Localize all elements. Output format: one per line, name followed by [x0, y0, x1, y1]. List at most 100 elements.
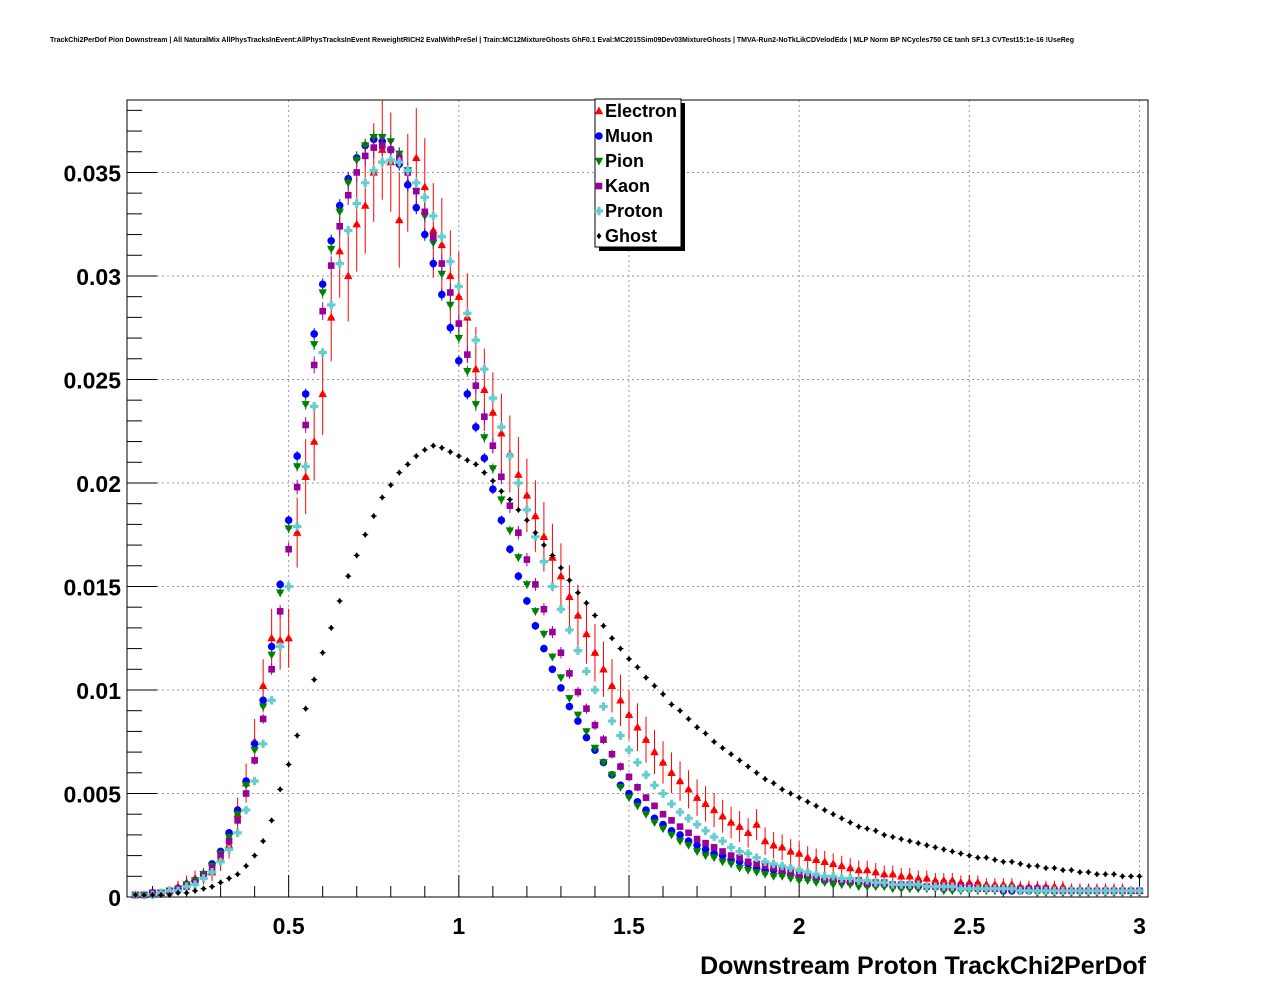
data-point: [932, 844, 938, 851]
data-point: [1060, 866, 1066, 874]
data-point: [727, 852, 735, 859]
legend-label: Ghost: [605, 226, 657, 246]
data-point: [522, 581, 532, 589]
data-point: [412, 178, 421, 188]
data-point: [446, 271, 455, 280]
data-point: [737, 757, 742, 764]
data-point: [1009, 858, 1015, 866]
data-point: [1118, 886, 1127, 895]
data-point: [565, 592, 574, 601]
data-point: [250, 746, 259, 755]
data-point: [667, 831, 676, 840]
data-point: [480, 454, 489, 462]
data-point: [506, 545, 514, 554]
data-point: [1000, 858, 1006, 866]
legend-marker: [595, 182, 603, 190]
data-point: [582, 629, 591, 638]
data-point: [371, 512, 377, 520]
data-point: [523, 597, 531, 605]
data-point: [327, 262, 335, 269]
data-point: [199, 874, 208, 883]
legend-entry-electron: Electron: [594, 101, 677, 121]
data-point: [216, 857, 225, 867]
data-point: [438, 260, 446, 267]
data-point: [624, 794, 634, 803]
data-point: [779, 786, 785, 793]
data-point: [828, 881, 838, 890]
data-point: [251, 757, 258, 764]
data-point: [822, 806, 828, 814]
data-point: [1017, 860, 1023, 868]
legend-entry-ghost: Ghost: [596, 226, 657, 246]
data-point: [1007, 884, 1017, 893]
data-point: [574, 717, 582, 725]
data-point: [915, 839, 921, 847]
data-point: [539, 630, 549, 639]
legend-label: Muon: [605, 126, 653, 146]
data-point: [361, 201, 370, 209]
data-point: [412, 187, 420, 195]
data-point: [335, 259, 344, 268]
data-point: [888, 880, 897, 889]
data-point: [558, 564, 564, 572]
data-point: [301, 390, 310, 398]
data-point: [565, 695, 574, 703]
data-point: [796, 794, 802, 801]
data-point: [292, 463, 302, 471]
data-point: [540, 644, 548, 653]
data-point: [658, 789, 668, 798]
data-point: [1086, 868, 1091, 876]
data-point: [948, 882, 957, 891]
data-point: [490, 477, 496, 485]
data-point: [924, 842, 930, 849]
data-point: [702, 839, 709, 847]
data-point: [777, 873, 787, 881]
data-point: [269, 817, 275, 824]
data-point: [284, 633, 293, 642]
data-point: [752, 820, 761, 828]
data-point: [667, 768, 676, 776]
data-point: [386, 155, 395, 165]
data-point: [709, 805, 719, 814]
data-point: [1034, 862, 1040, 870]
data-point: [582, 733, 591, 742]
data-point: [514, 554, 523, 562]
data-point: [873, 827, 879, 834]
data-point: [744, 858, 752, 866]
data-point: [658, 757, 668, 766]
data-point: [286, 761, 292, 768]
data-point: [446, 257, 455, 266]
data-point: [344, 226, 353, 235]
legend-marker: [594, 157, 604, 166]
data-point: [701, 799, 710, 808]
data-point: [319, 307, 326, 315]
data-point: [309, 402, 319, 411]
data-point: [532, 581, 539, 588]
data-point: [701, 845, 710, 854]
data-point: [1137, 873, 1142, 880]
data-point: [344, 191, 352, 199]
data-point: [335, 208, 344, 217]
data-point: [167, 891, 172, 899]
data-point: [549, 628, 556, 636]
data-point: [1084, 886, 1093, 895]
data-point: [481, 469, 487, 476]
data-point: [608, 750, 616, 758]
data-point: [437, 270, 447, 279]
data-point: [811, 855, 821, 863]
data-point: [1024, 886, 1034, 895]
data-point: [890, 833, 896, 841]
data-point: [863, 876, 872, 885]
data-point: [514, 572, 523, 580]
y-tick-label: 0.025: [63, 367, 121, 393]
data-point: [301, 401, 310, 409]
data-point: [539, 532, 549, 540]
data-point: [507, 496, 513, 503]
data-point: [573, 610, 583, 619]
data-point: [811, 870, 821, 879]
y-tick-label: 0.035: [63, 160, 121, 186]
data-point: [839, 815, 845, 822]
data-point: [1103, 871, 1108, 878]
data-point: [786, 846, 795, 855]
